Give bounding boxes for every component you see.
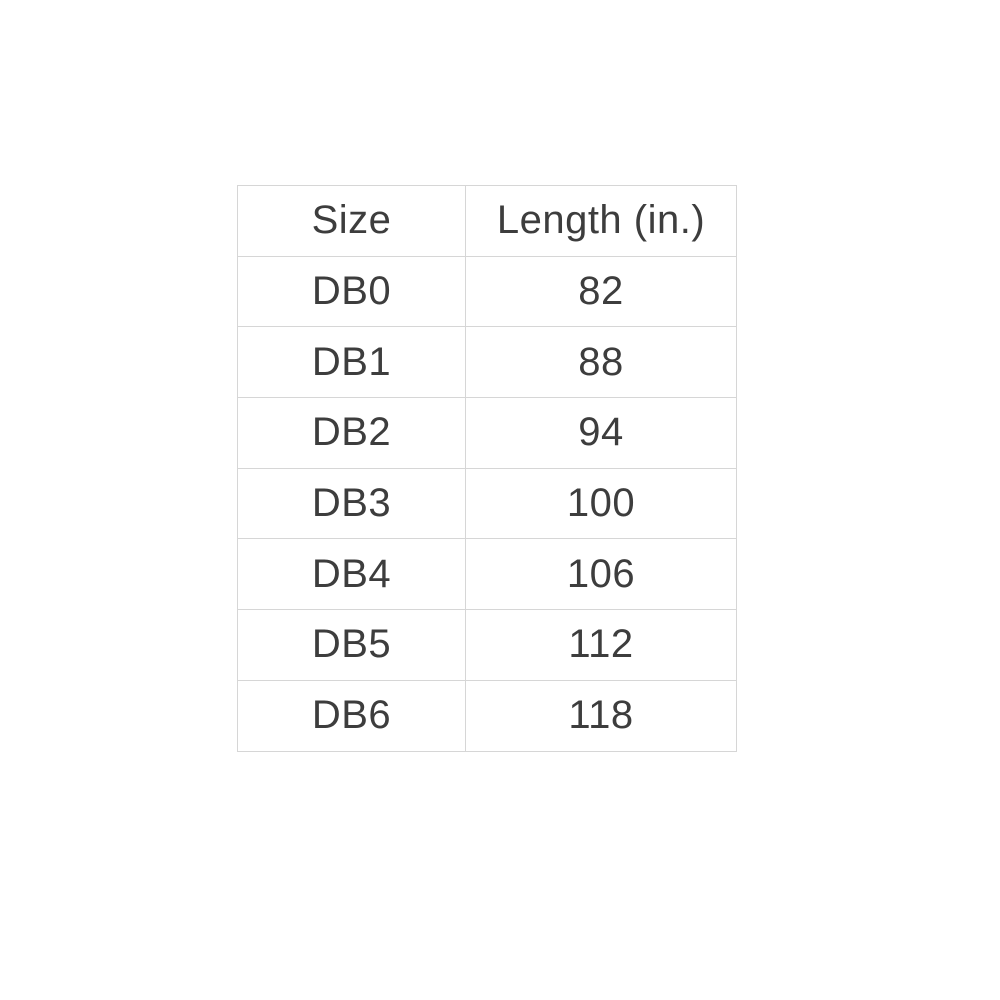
table-row: DB1 88 bbox=[237, 326, 737, 399]
size-length-table: Size Length (in.) DB0 82 DB1 88 DB2 94 D… bbox=[237, 185, 737, 752]
length-cell: 82 bbox=[465, 255, 737, 328]
column-header-length: Length (in.) bbox=[465, 185, 737, 257]
length-cell: 100 bbox=[465, 467, 737, 540]
size-cell: DB5 bbox=[237, 609, 466, 681]
table-row: DB0 82 bbox=[237, 255, 737, 328]
size-cell: DB0 bbox=[237, 255, 466, 328]
column-header-size: Size bbox=[237, 185, 466, 257]
size-cell: DB6 bbox=[237, 679, 466, 752]
size-cell: DB1 bbox=[237, 326, 466, 399]
length-cell: 94 bbox=[465, 397, 737, 469]
table-row: DB6 118 bbox=[237, 679, 737, 752]
table-header-row: Size Length (in.) bbox=[237, 185, 737, 257]
table-row: DB5 112 bbox=[237, 609, 737, 681]
size-cell: DB2 bbox=[237, 397, 466, 469]
length-cell: 118 bbox=[465, 679, 737, 752]
table-row: DB2 94 bbox=[237, 397, 737, 469]
length-cell: 106 bbox=[465, 538, 737, 611]
table-row: DB3 100 bbox=[237, 467, 737, 540]
length-cell: 112 bbox=[465, 609, 737, 681]
table-row: DB4 106 bbox=[237, 538, 737, 611]
size-cell: DB4 bbox=[237, 538, 466, 611]
length-cell: 88 bbox=[465, 326, 737, 399]
size-cell: DB3 bbox=[237, 467, 466, 540]
